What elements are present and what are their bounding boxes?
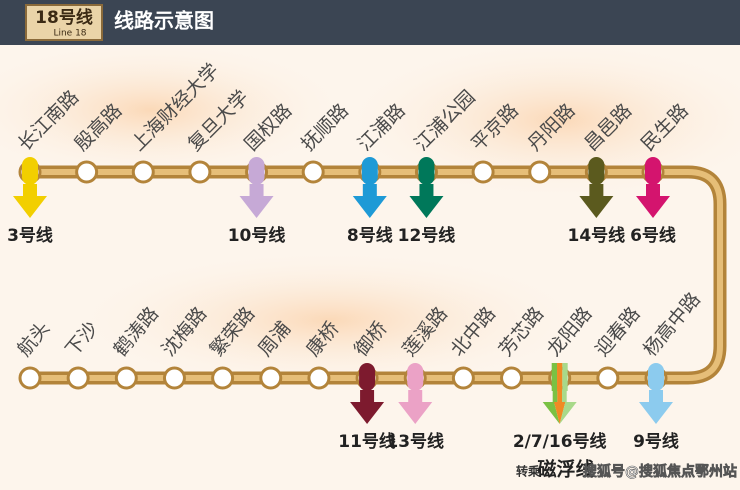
transfer-label: 3号线 xyxy=(7,225,53,246)
note-text: 磁浮线 xyxy=(537,458,594,481)
station xyxy=(114,366,138,390)
station xyxy=(75,160,99,184)
transfer-capsule xyxy=(562,363,568,391)
transfer-capsule xyxy=(551,363,558,391)
transfer-label: 11号线 xyxy=(338,431,396,452)
badge-sub: Line 18 xyxy=(53,29,86,39)
transfer-arrow xyxy=(350,402,385,424)
transfer-stem xyxy=(362,184,377,198)
transfer-label: 8号线 xyxy=(347,225,393,246)
badge-text: 18号线 xyxy=(35,7,93,28)
station xyxy=(211,366,235,390)
transfer-stem xyxy=(360,390,375,404)
badge xyxy=(25,4,103,41)
station xyxy=(451,366,475,390)
station xyxy=(131,160,155,184)
transfer-arrow xyxy=(13,196,47,218)
transfer-label: 14号线 xyxy=(568,225,626,246)
transfer-stem xyxy=(557,390,563,404)
station xyxy=(500,366,524,390)
transfer-stem xyxy=(249,184,264,198)
transfer-capsule xyxy=(361,157,378,185)
transfer-stem xyxy=(649,390,663,404)
transfer-capsule xyxy=(248,157,265,185)
station xyxy=(162,366,186,390)
transfer-stem xyxy=(23,184,37,198)
header-title: 线路示意图 xyxy=(114,9,214,33)
transfer-capsule xyxy=(645,157,661,185)
transfer-label: 12号线 xyxy=(398,225,456,246)
transfer-capsule xyxy=(418,157,435,185)
note-prefix: 转乘 xyxy=(516,464,540,479)
transfer-capsule xyxy=(22,157,38,185)
transfer-stem xyxy=(552,390,558,404)
glow xyxy=(0,40,350,180)
transfer-capsule xyxy=(359,363,376,391)
transfer-stem xyxy=(562,390,567,404)
transfer-arrow xyxy=(352,196,387,218)
station xyxy=(596,366,620,390)
transfer-arrow xyxy=(636,196,670,218)
transfer-arrow xyxy=(239,196,274,218)
transfer-arrow xyxy=(639,402,673,424)
transfer-arrow xyxy=(409,196,444,218)
station xyxy=(307,366,331,390)
glow xyxy=(70,250,590,390)
station xyxy=(301,160,325,184)
transfer-arrow xyxy=(398,402,433,424)
glow xyxy=(340,40,740,200)
watermark: 搜狐号@搜狐焦点鄂州站 xyxy=(583,463,737,480)
transfer-capsule xyxy=(557,363,563,391)
transfer-capsule xyxy=(588,157,605,185)
transfer-stem xyxy=(589,184,604,198)
transfer-capsule xyxy=(407,363,424,391)
transfer-stem xyxy=(419,184,434,198)
transfer-label: 6号线 xyxy=(630,225,676,246)
station xyxy=(471,160,495,184)
transfer-arrow xyxy=(542,402,560,424)
station xyxy=(18,366,42,390)
station xyxy=(66,366,90,390)
header-bar xyxy=(0,0,740,45)
transfer-arrow xyxy=(554,402,566,424)
transfer-label: 10号线 xyxy=(228,225,286,246)
station xyxy=(259,366,283,390)
transfer-capsule xyxy=(648,363,664,391)
transfer-stem xyxy=(408,390,423,404)
transfer-arrow xyxy=(579,196,614,218)
transfer-label: 2/7/16号线 xyxy=(513,431,607,452)
station xyxy=(188,160,212,184)
transfer-arrow xyxy=(559,402,577,424)
transfer-stem xyxy=(646,184,660,198)
station xyxy=(528,160,552,184)
track-inner xyxy=(30,169,723,381)
transfer-label: 13号线 xyxy=(386,431,444,452)
transfer-label: 9号线 xyxy=(633,431,679,452)
